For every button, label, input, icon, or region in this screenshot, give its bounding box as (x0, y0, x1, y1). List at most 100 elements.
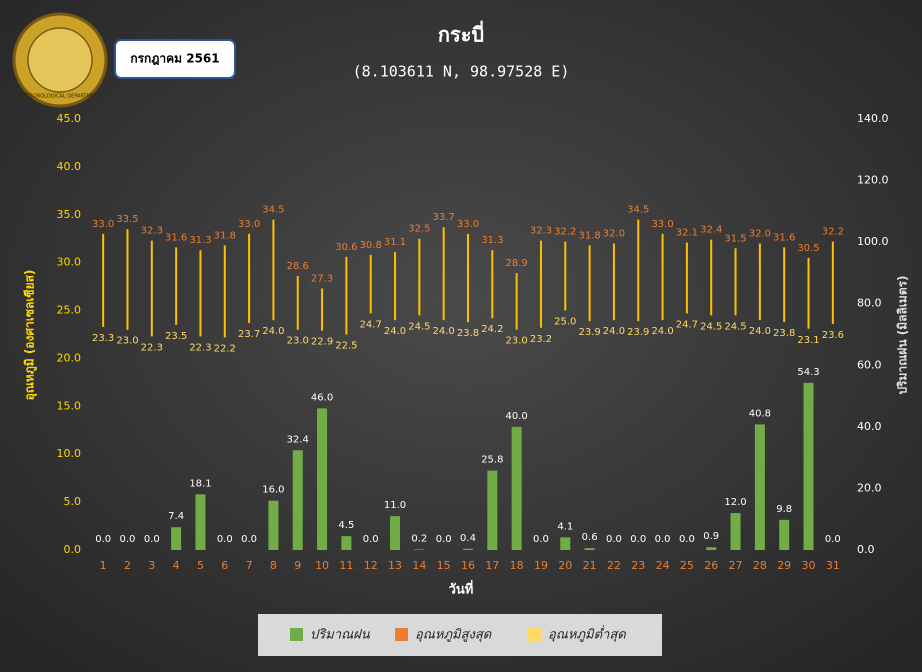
bar-label: 0.0 (95, 534, 111, 545)
bar (730, 513, 741, 550)
bar (317, 408, 328, 550)
period: กรกฎาคม 2561 (130, 52, 219, 66)
min-label: 23.7 (238, 329, 260, 340)
max-label: 32.2 (554, 227, 576, 238)
x-tick-label: 17 (485, 559, 499, 572)
x-tick-label: 24 (656, 559, 670, 572)
x-tick-label: 9 (294, 559, 301, 572)
min-label: 22.9 (311, 337, 333, 348)
legend-swatch (528, 628, 541, 641)
min-label: 24.0 (603, 326, 625, 337)
bar (171, 527, 182, 550)
bar-label: 0.0 (655, 534, 671, 545)
max-label: 32.5 (408, 224, 430, 235)
bar-label: 11.0 (384, 500, 406, 511)
x-tick-label: 29 (777, 559, 791, 572)
x-tick-label: 25 (680, 559, 694, 572)
max-label: 32.0 (603, 229, 625, 240)
max-label: 30.6 (335, 242, 357, 253)
y-tick-label: 20.0 (57, 351, 82, 364)
x-tick-label: 26 (704, 559, 718, 572)
min-label: 22.5 (335, 341, 357, 352)
bar-label: 18.1 (189, 478, 211, 489)
min-label: 24.7 (360, 319, 382, 330)
bar (487, 470, 498, 550)
min-label: 25.0 (554, 317, 576, 328)
max-label: 34.5 (627, 205, 649, 216)
y-tick-label: 35.0 (57, 208, 82, 221)
max-label: 32.1 (676, 228, 698, 239)
y-tick-label: 0.0 (64, 543, 82, 556)
bar (779, 519, 790, 550)
y2-tick-label: 20.0 (857, 481, 882, 494)
bar (268, 500, 279, 550)
min-label: 23.1 (797, 335, 819, 346)
bar-label: 40.8 (749, 408, 771, 419)
y-tick-label: 30.0 (57, 256, 82, 269)
bar (511, 426, 522, 550)
bar (560, 537, 571, 550)
bar-label: 0.0 (630, 534, 646, 545)
max-label: 30.8 (360, 240, 382, 251)
max-label: 28.6 (287, 261, 309, 272)
bar-label: 0.0 (363, 534, 379, 545)
bar-label: 0.0 (679, 534, 695, 545)
max-label: 33.0 (238, 219, 260, 230)
min-label: 23.0 (116, 336, 138, 347)
x-tick-label: 18 (510, 559, 524, 572)
min-label: 23.5 (165, 331, 187, 342)
bar (706, 547, 717, 550)
bar-label: 0.0 (217, 534, 233, 545)
x-tick-label: 5 (197, 559, 204, 572)
min-label: 23.3 (92, 333, 114, 344)
y-tick-label: 10.0 (57, 447, 82, 460)
bar-label: 40.0 (506, 411, 528, 422)
x-tick-label: 15 (437, 559, 451, 572)
y-tick-label: 45.0 (57, 112, 82, 125)
x-axis-label: วันที่ (449, 580, 474, 598)
x-tick-label: 12 (364, 559, 378, 572)
max-label: 28.9 (506, 258, 528, 269)
x-tick-label: 6 (221, 559, 228, 572)
bar (341, 536, 352, 550)
min-label: 24.2 (481, 324, 503, 335)
x-tick-label: 7 (246, 559, 253, 572)
max-label: 32.0 (749, 229, 771, 240)
min-label: 24.0 (749, 326, 771, 337)
min-label: 24.5 (700, 321, 722, 332)
bar (390, 516, 401, 550)
min-label: 23.0 (506, 336, 528, 347)
x-tick-label: 11 (339, 559, 353, 572)
x-tick-label: 27 (729, 559, 743, 572)
bar (292, 450, 303, 550)
x-tick-label: 13 (388, 559, 402, 572)
y2-tick-label: 140.0 (857, 112, 889, 125)
bar-label: 16.0 (262, 485, 284, 496)
min-label: 24.0 (262, 326, 284, 337)
min-label: 23.0 (287, 336, 309, 347)
max-label: 33.7 (433, 212, 455, 223)
bar-label: 0.0 (533, 534, 549, 545)
y2-tick-label: 100.0 (857, 235, 889, 248)
x-tick-label: 2 (124, 559, 131, 572)
bar-label: 0.0 (120, 534, 136, 545)
y-tick-label: 25.0 (57, 304, 82, 317)
logo-inner (27, 27, 93, 93)
y2-tick-label: 60.0 (857, 358, 882, 371)
x-tick-label: 23 (631, 559, 645, 572)
min-label: 23.9 (627, 327, 649, 338)
x-tick-label: 20 (558, 559, 572, 572)
min-label: 24.0 (433, 326, 455, 337)
bar-label: 0.4 (460, 533, 476, 544)
max-label: 31.6 (165, 232, 187, 243)
max-label: 32.3 (141, 226, 163, 237)
x-tick-label: 28 (753, 559, 767, 572)
min-label: 22.3 (189, 342, 211, 353)
bar-label: 4.1 (557, 521, 573, 532)
bar (584, 548, 595, 550)
x-tick-label: 1 (100, 559, 107, 572)
legend-label: อุณหภูมิสูงสุด (415, 628, 492, 643)
max-label: 33.0 (92, 219, 114, 230)
max-label: 30.5 (797, 243, 819, 254)
